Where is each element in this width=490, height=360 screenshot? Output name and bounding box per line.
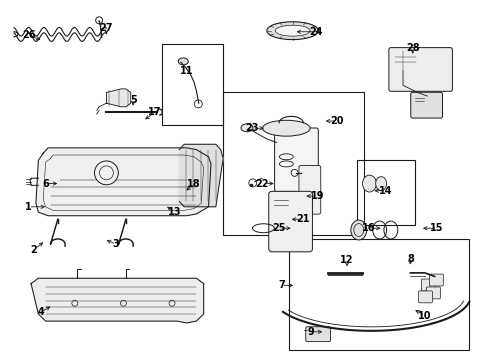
Text: 28: 28	[406, 43, 419, 53]
Bar	[162, 44, 223, 125]
Text: 20: 20	[331, 116, 344, 126]
Text: 24: 24	[309, 27, 322, 37]
Bar	[289, 239, 468, 350]
Text: 6: 6	[42, 179, 49, 189]
Text: 16: 16	[362, 223, 376, 233]
Bar	[223, 93, 364, 235]
Text: 15: 15	[430, 223, 444, 233]
Text: 12: 12	[341, 255, 354, 265]
Text: 10: 10	[418, 311, 432, 321]
Ellipse shape	[241, 124, 253, 132]
Text: 26: 26	[22, 30, 35, 40]
Text: 17: 17	[148, 107, 162, 117]
FancyBboxPatch shape	[426, 287, 441, 299]
Polygon shape	[179, 144, 223, 207]
FancyBboxPatch shape	[421, 279, 436, 291]
FancyBboxPatch shape	[306, 327, 331, 342]
Ellipse shape	[263, 120, 310, 136]
FancyBboxPatch shape	[299, 166, 321, 214]
Text: 22: 22	[255, 179, 269, 189]
Text: 1: 1	[25, 202, 32, 212]
Text: 21: 21	[296, 214, 310, 224]
FancyBboxPatch shape	[274, 128, 318, 192]
Polygon shape	[106, 89, 131, 107]
Text: 13: 13	[168, 207, 181, 217]
Text: 8: 8	[407, 253, 414, 264]
Text: 11: 11	[180, 66, 194, 76]
Polygon shape	[36, 148, 211, 216]
Circle shape	[95, 161, 118, 185]
Text: 5: 5	[130, 95, 137, 105]
Text: 19: 19	[311, 191, 325, 201]
Polygon shape	[31, 278, 204, 323]
Text: 9: 9	[307, 327, 314, 337]
Ellipse shape	[351, 220, 367, 240]
Text: 3: 3	[113, 239, 120, 249]
Bar	[357, 160, 415, 225]
FancyBboxPatch shape	[429, 274, 443, 286]
FancyBboxPatch shape	[269, 191, 313, 252]
Text: 2: 2	[30, 245, 37, 255]
Text: 18: 18	[187, 179, 201, 189]
Text: 4: 4	[37, 307, 44, 317]
Text: 14: 14	[379, 186, 393, 196]
Ellipse shape	[275, 25, 310, 36]
Ellipse shape	[267, 22, 318, 40]
FancyBboxPatch shape	[418, 291, 432, 303]
Text: 23: 23	[245, 123, 259, 133]
FancyBboxPatch shape	[389, 48, 452, 91]
FancyBboxPatch shape	[411, 92, 442, 118]
Text: 25: 25	[272, 223, 286, 233]
Ellipse shape	[363, 175, 376, 192]
Text: 7: 7	[278, 280, 285, 291]
Ellipse shape	[376, 177, 387, 190]
Text: 27: 27	[99, 23, 113, 33]
Ellipse shape	[178, 58, 188, 65]
